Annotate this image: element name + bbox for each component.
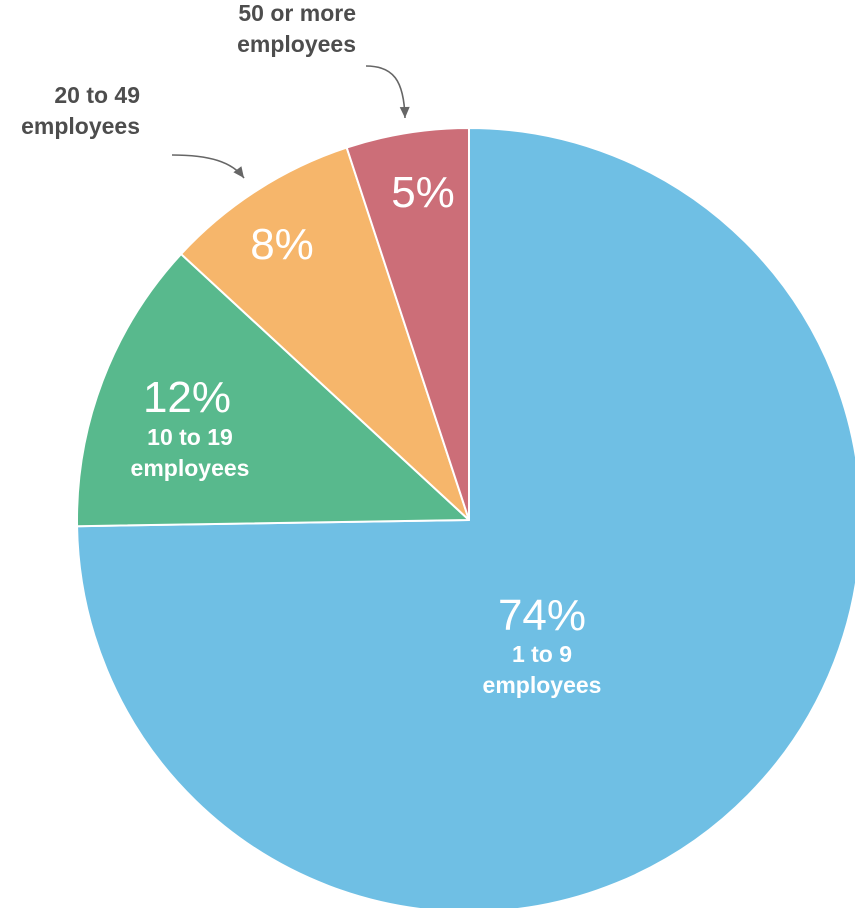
slice-category-label-0-line-1: employees: [483, 672, 602, 698]
slice-category-label-2-line-1: employees: [21, 113, 140, 139]
slice-percent-label-0: 74%: [498, 591, 586, 640]
slice-category-label-3-line-1: employees: [237, 31, 356, 57]
slice-percent-label-2: 8%: [250, 220, 314, 269]
slice-category-label-1-line-0: 10 to 19: [147, 424, 233, 450]
pie-slice-2: [180, 146, 470, 521]
pie-slice-1: [76, 253, 470, 528]
callout-line-2: [171, 154, 245, 179]
slices-layer: [76, 127, 855, 908]
callout-arrowhead-3: [399, 106, 410, 118]
slice-category-label-3-line-0: 50 or more: [238, 0, 356, 26]
pie-slice-0: [76, 127, 855, 908]
pie-slice-3: [345, 127, 470, 521]
callout-line-3: [365, 65, 406, 119]
slice-percent-label-1: 12%: [143, 373, 231, 422]
callout-arrowhead-2: [233, 166, 244, 178]
slice-category-label-1-line-1: employees: [131, 455, 250, 481]
slice-percent-label-3: 5%: [391, 168, 455, 217]
callouts-layer: [171, 65, 410, 179]
labels-layer: 74%1 to 9 employees 12%10 to 19 employees 8%…: [21, 0, 601, 698]
slice-category-label-2-line-0: 20 to 49: [54, 82, 140, 108]
slice-category-label-0-line-0: 1 to 9: [512, 641, 572, 667]
